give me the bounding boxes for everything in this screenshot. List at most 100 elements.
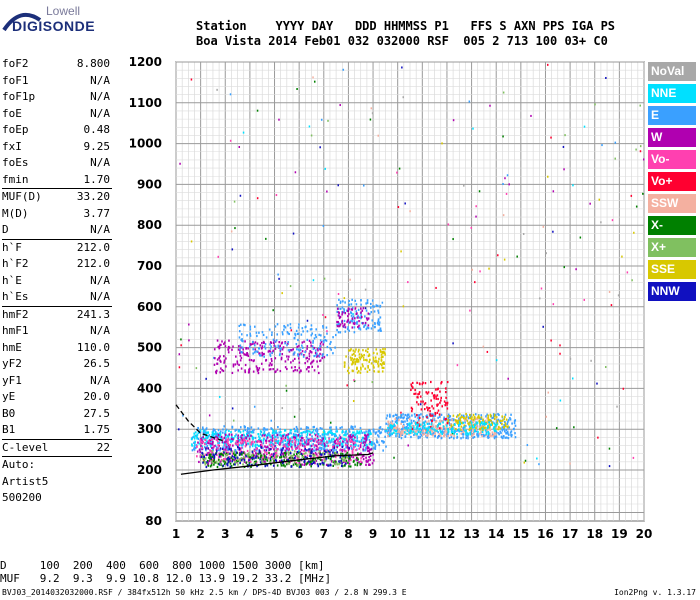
echo-point	[432, 413, 434, 416]
echo-point	[414, 392, 417, 395]
echo-point	[290, 458, 293, 462]
echo-point	[297, 332, 300, 335]
echo-point	[219, 395, 221, 398]
echo-point	[427, 431, 429, 435]
echo-point	[439, 430, 442, 434]
echo-point	[344, 312, 347, 315]
echo-point	[263, 453, 265, 456]
echo-point	[391, 424, 394, 428]
echo-point	[464, 417, 467, 420]
echo-point	[282, 434, 284, 438]
echo-point	[268, 443, 271, 446]
echo-point	[536, 457, 538, 460]
echo-point	[216, 358, 219, 361]
echo-point	[495, 435, 497, 438]
echo-point	[286, 331, 289, 334]
echo-point	[329, 347, 331, 350]
echo-point	[502, 135, 504, 138]
echo-point	[407, 416, 409, 419]
echo-point	[288, 439, 291, 442]
echo-point	[439, 427, 441, 430]
echo-point	[287, 341, 290, 344]
echo-point	[357, 370, 360, 373]
echo-point	[322, 224, 325, 227]
echo-point	[220, 455, 222, 458]
echo-point	[413, 433, 415, 437]
echo-point	[424, 382, 427, 385]
echo-point	[421, 427, 424, 430]
echo-point	[323, 356, 326, 359]
echo-point	[265, 358, 268, 362]
echo-point	[377, 320, 380, 323]
echo-point	[210, 458, 212, 461]
echo-point	[306, 345, 309, 348]
echo-point	[313, 80, 316, 83]
echo-point	[460, 414, 463, 417]
echo-point	[329, 441, 332, 444]
echo-point	[354, 441, 356, 444]
echo-point	[310, 439, 313, 442]
echo-point	[269, 441, 272, 444]
echo-point	[210, 436, 212, 439]
echo-point	[379, 349, 382, 352]
echo-point	[220, 360, 222, 363]
echo-point	[410, 435, 412, 439]
echo-point	[237, 444, 239, 447]
echo-point	[501, 415, 504, 418]
echo-point	[266, 464, 269, 467]
echo-point	[538, 297, 541, 300]
echo-point	[513, 421, 516, 425]
echo-point	[283, 452, 286, 455]
echo-point	[611, 219, 614, 222]
echo-point	[304, 462, 306, 465]
echo-point	[178, 366, 181, 369]
echo-point	[294, 433, 297, 436]
echo-point	[310, 344, 312, 347]
param-label: hmE	[2, 340, 22, 354]
echo-point	[411, 426, 414, 429]
x-tick-label: 20	[636, 527, 653, 541]
echo-point	[234, 429, 237, 432]
echo-point	[387, 423, 389, 426]
echo-point	[308, 339, 311, 342]
echo-point	[360, 461, 363, 464]
echo-point	[209, 450, 212, 453]
echo-point	[353, 322, 356, 325]
echo-point	[239, 323, 242, 326]
echo-point	[352, 322, 355, 325]
echo-point	[322, 326, 325, 329]
echo-point	[333, 440, 336, 444]
echo-point	[468, 423, 470, 426]
echo-point	[447, 417, 450, 420]
echo-point	[388, 433, 391, 436]
echo-point	[252, 452, 254, 455]
echo-point	[552, 190, 555, 193]
echo-point	[215, 461, 218, 464]
echo-point	[261, 351, 263, 354]
echo-point	[415, 427, 418, 430]
echo-point	[400, 411, 402, 414]
echo-point	[280, 462, 282, 465]
param-value: 0.48	[83, 123, 111, 136]
echo-point	[229, 93, 232, 96]
echo-point	[255, 455, 258, 458]
echo-point	[345, 438, 348, 441]
echo-point	[285, 384, 287, 387]
echo-point	[310, 460, 312, 463]
echo-point	[346, 320, 348, 323]
echo-point	[254, 348, 256, 351]
echo-point	[426, 427, 429, 430]
echo-point	[232, 345, 234, 348]
echo-point	[436, 394, 439, 397]
echo-point	[364, 349, 367, 352]
echo-point	[440, 396, 443, 399]
echo-point	[269, 353, 271, 356]
echo-point	[225, 449, 228, 452]
echo-point	[233, 450, 236, 453]
echo-point	[419, 436, 421, 439]
echo-point	[349, 349, 352, 352]
echo-point	[488, 267, 490, 270]
echo-point	[211, 458, 214, 461]
echo-point	[497, 418, 500, 421]
x-tick-label: 7	[320, 527, 328, 541]
